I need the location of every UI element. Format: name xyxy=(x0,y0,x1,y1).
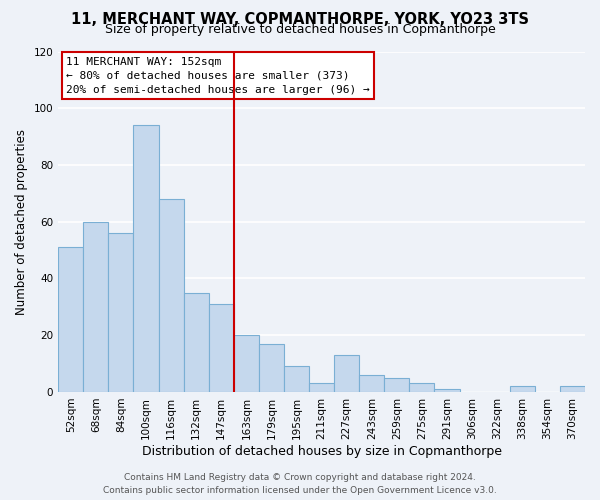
Text: Size of property relative to detached houses in Copmanthorpe: Size of property relative to detached ho… xyxy=(104,22,496,36)
Bar xyxy=(284,366,309,392)
Bar xyxy=(259,344,284,392)
Bar xyxy=(158,199,184,392)
Bar xyxy=(359,375,385,392)
Bar xyxy=(334,355,359,392)
Bar xyxy=(560,386,585,392)
Bar xyxy=(58,248,83,392)
Bar xyxy=(409,384,434,392)
Bar xyxy=(385,378,409,392)
Bar xyxy=(109,233,133,392)
Bar xyxy=(434,389,460,392)
Text: Contains HM Land Registry data © Crown copyright and database right 2024.
Contai: Contains HM Land Registry data © Crown c… xyxy=(103,474,497,495)
Bar xyxy=(209,304,234,392)
Y-axis label: Number of detached properties: Number of detached properties xyxy=(15,128,28,314)
Text: 11, MERCHANT WAY, COPMANTHORPE, YORK, YO23 3TS: 11, MERCHANT WAY, COPMANTHORPE, YORK, YO… xyxy=(71,12,529,28)
X-axis label: Distribution of detached houses by size in Copmanthorpe: Distribution of detached houses by size … xyxy=(142,444,502,458)
Bar xyxy=(133,126,158,392)
Bar xyxy=(309,384,334,392)
Bar xyxy=(510,386,535,392)
Bar xyxy=(83,222,109,392)
Bar xyxy=(234,335,259,392)
Bar xyxy=(184,292,209,392)
Text: 11 MERCHANT WAY: 152sqm
← 80% of detached houses are smaller (373)
20% of semi-d: 11 MERCHANT WAY: 152sqm ← 80% of detache… xyxy=(66,56,370,94)
